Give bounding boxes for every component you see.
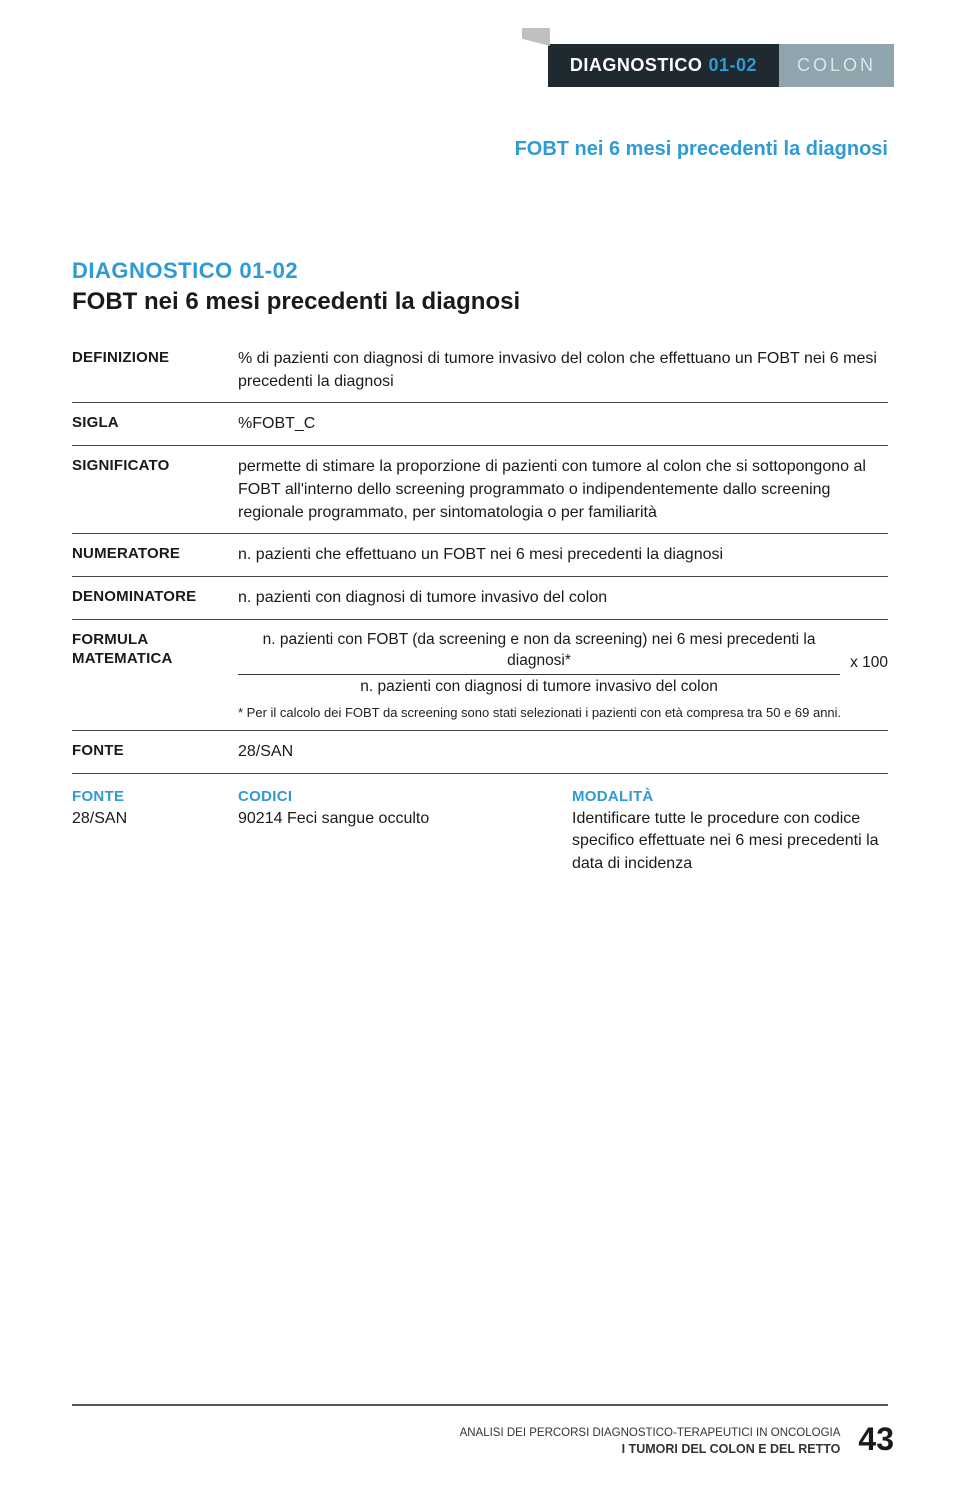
page: DIAGNOSTICO 01-02 COLON FOBT nei 6 mesi … <box>0 0 960 1492</box>
label-denominatore: DENOMINATORE <box>72 587 224 607</box>
formula-denominator: n. pazienti con diagnosi di tumore invas… <box>238 675 840 698</box>
codes-col-codici: CODICI 90214 Feci sangue occulto <box>238 788 558 875</box>
row-fonte: FONTE 28/SAN <box>72 731 888 774</box>
footer: ANALISI DEI PERCORSI DIAGNOSTICO-TERAPEU… <box>460 1421 894 1458</box>
tab-label: DIAGNOSTICO <box>570 55 703 76</box>
value-denominatore: n. pazienti con diagnosi di tumore invas… <box>238 587 888 610</box>
section-code: DIAGNOSTICO 01-02 <box>72 258 520 284</box>
row-sigla: SIGLA %FOBT_C <box>72 403 888 446</box>
page-subhead: FOBT nei 6 mesi precedenti la diagnosi <box>515 138 888 161</box>
footer-text: ANALISI DEI PERCORSI DIAGNOSTICO-TERAPEU… <box>460 1426 841 1458</box>
value-significato: permette di stimare la proporzione di pa… <box>238 456 888 524</box>
codes-col-fonte: FONTE 28/SAN <box>72 788 224 875</box>
codes-body-modalita: Identificare tutte le procedure con codi… <box>572 808 888 875</box>
label-significato: SIGNIFICATO <box>72 456 224 476</box>
formula-multiplier: x 100 <box>850 653 888 674</box>
formula-fraction: n. pazienti con FOBT (da screening e non… <box>238 630 888 698</box>
value-numeratore: n. pazienti che effettuano un FOBT nei 6… <box>238 544 888 567</box>
fraction-icon: n. pazienti con FOBT (da screening e non… <box>238 630 840 698</box>
formula-wrap: n. pazienti con FOBT (da screening e non… <box>238 630 888 721</box>
codes-head-fonte: FONTE <box>72 788 224 805</box>
codes-body-fonte: 28/SAN <box>72 808 224 830</box>
codes-col-modalita: MODALITÀ Identificare tutte le procedure… <box>572 788 888 875</box>
row-definizione: DEFINIZIONE % di pazienti con diagnosi d… <box>72 338 888 403</box>
label-fonte: FONTE <box>72 741 224 761</box>
value-definizione: % di pazienti con diagnosi di tumore inv… <box>238 348 888 393</box>
row-formula: FORMULA MATEMATICA n. pazienti con FOBT … <box>72 620 888 731</box>
formula-footnote: * Per il calcolo dei FOBT da screening s… <box>238 704 888 722</box>
row-numeratore: NUMERATORE n. pazienti che effettuano un… <box>72 534 888 577</box>
codes-head-codici: CODICI <box>238 788 558 805</box>
definition-table: DEFINIZIONE % di pazienti con diagnosi d… <box>72 338 888 875</box>
section-title: DIAGNOSTICO 01-02 FOBT nei 6 mesi preced… <box>72 258 520 316</box>
value-fonte: 28/SAN <box>238 741 888 764</box>
codes-head-modalita: MODALITÀ <box>572 788 888 805</box>
label-definizione: DEFINIZIONE <box>72 348 224 368</box>
codes-table: FONTE 28/SAN CODICI 90214 Feci sangue oc… <box>72 788 888 875</box>
footer-line1: ANALISI DEI PERCORSI DIAGNOSTICO-TERAPEU… <box>460 1426 841 1442</box>
row-significato: SIGNIFICATO permette di stimare la propo… <box>72 446 888 534</box>
tab-category: COLON <box>779 44 894 87</box>
tab-diagnostico: DIAGNOSTICO 01-02 <box>548 44 779 87</box>
label-numeratore: NUMERATORE <box>72 544 224 564</box>
formula-numerator: n. pazienti con FOBT (da screening e non… <box>238 630 840 675</box>
codes-body-codici: 90214 Feci sangue occulto <box>238 808 558 830</box>
label-formula: FORMULA MATEMATICA <box>72 630 224 669</box>
section-desc: FOBT nei 6 mesi precedenti la diagnosi <box>72 288 520 316</box>
row-denominatore: DENOMINATORE n. pazienti con diagnosi di… <box>72 577 888 620</box>
label-sigla: SIGLA <box>72 413 224 433</box>
header-tabs: DIAGNOSTICO 01-02 COLON <box>522 44 894 87</box>
tab-code: 01-02 <box>708 55 757 76</box>
page-number: 43 <box>858 1421 894 1458</box>
value-sigla: %FOBT_C <box>238 413 888 436</box>
bottom-rule <box>72 1404 888 1406</box>
footer-line2: I TUMORI DEL COLON E DEL RETTO <box>460 1441 841 1458</box>
tab-notch-icon <box>522 28 550 46</box>
